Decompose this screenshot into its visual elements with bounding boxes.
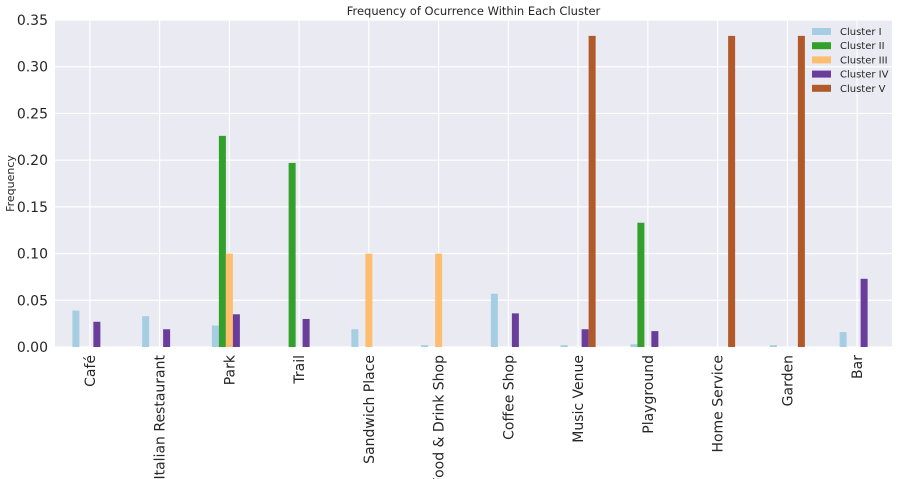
plot-area (55, 20, 892, 347)
y-axis-ticks: 0.00 0.05 0.10 0.15 0.20 0.25 0.30 0.35 (17, 13, 48, 356)
y-tick-label: 0.05 (17, 293, 48, 309)
legend-swatch (812, 28, 831, 35)
y-axis-label: Frequency (4, 155, 17, 212)
bar (288, 162, 296, 347)
x-tick-label: Garden (780, 355, 796, 406)
y-tick-label: 0.00 (17, 340, 48, 356)
x-tick-label: Coffee Shop (501, 355, 517, 440)
legend-label: Cluster I (840, 27, 882, 38)
bar (588, 35, 596, 347)
y-tick-label: 0.35 (17, 13, 48, 29)
bar (637, 222, 645, 347)
bar (421, 345, 429, 347)
legend-swatch (812, 70, 831, 78)
legend-swatch (812, 56, 831, 64)
bar (651, 331, 659, 347)
bar (797, 35, 805, 347)
legend-label: Cluster II (840, 41, 885, 52)
x-tick-label: Sandwich Place (362, 355, 378, 464)
bar (351, 329, 359, 347)
legend-label: Cluster V (840, 84, 886, 95)
bar (93, 321, 101, 347)
bars (72, 35, 868, 347)
x-tick-label: Park (222, 354, 238, 385)
chart-title: Frequency of Ocurrence Within Each Clust… (347, 4, 601, 18)
y-tick-label: 0.10 (17, 247, 48, 263)
legend-label: Cluster IV (840, 70, 889, 81)
bar (728, 35, 736, 347)
bar (630, 344, 638, 347)
bar (860, 278, 868, 347)
bar (211, 325, 219, 347)
legend-label: Cluster III (840, 55, 888, 66)
x-axis-ticks: Café Italian Restaurant Park Trail Sandwich … (83, 354, 866, 479)
bar (581, 329, 589, 347)
bar (142, 316, 150, 347)
bar (225, 253, 233, 347)
bar (839, 332, 847, 347)
x-tick-label: Italian Restaurant (153, 354, 169, 479)
legend: Cluster I Cluster II Cluster III Cluster IV… (812, 27, 889, 95)
y-tick-label: 0.25 (17, 106, 48, 122)
bar (218, 135, 226, 347)
bar (302, 318, 310, 347)
bar (232, 314, 240, 347)
bar (769, 345, 777, 347)
legend-swatch (812, 84, 831, 92)
x-tick-label: Café (83, 355, 99, 387)
x-tick-label: Playground (641, 355, 657, 434)
bar (365, 253, 373, 347)
bar (72, 310, 80, 347)
x-tick-label: Music Venue (571, 355, 587, 443)
y-tick-label: 0.30 (17, 60, 48, 76)
bar (490, 293, 498, 347)
bar (435, 253, 443, 347)
x-tick-label: Food & Drink Shop (432, 355, 448, 479)
y-tick-label: 0.15 (17, 200, 48, 216)
bar (163, 329, 171, 347)
bar (511, 313, 519, 347)
x-tick-label: Bar (850, 355, 866, 379)
legend-swatch (812, 42, 831, 50)
bar (560, 345, 568, 347)
x-tick-label: Trail (292, 355, 308, 385)
y-tick-label: 0.20 (17, 153, 48, 169)
x-tick-label: Home Service (711, 355, 727, 453)
